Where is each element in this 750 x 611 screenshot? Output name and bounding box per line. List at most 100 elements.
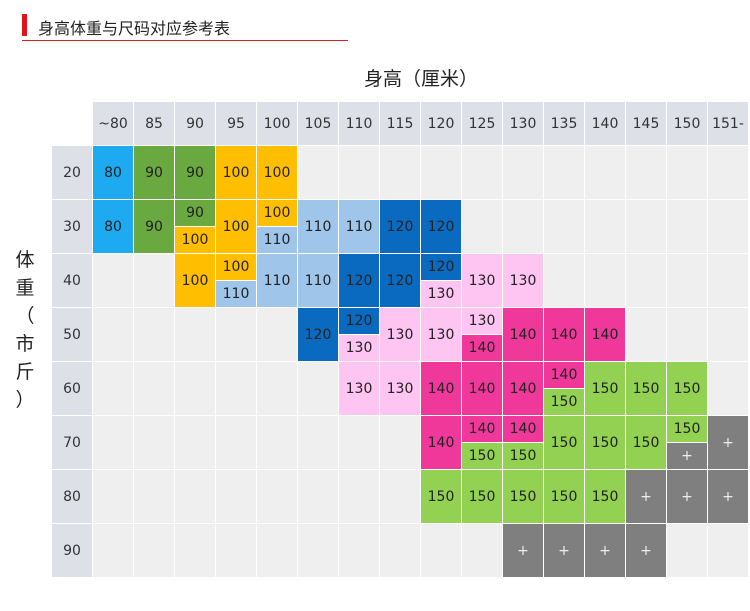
size-cell bbox=[339, 146, 379, 199]
size-cell bbox=[626, 146, 666, 199]
size-cell bbox=[175, 470, 215, 523]
weight-header: 50 bbox=[52, 308, 92, 361]
size-cell: 110 bbox=[298, 200, 338, 253]
size-cell bbox=[380, 416, 420, 469]
weight-axis-char: 体 bbox=[15, 249, 35, 271]
size-value: 100 bbox=[257, 146, 297, 199]
size-cell: 80 bbox=[93, 146, 133, 199]
size-cell: 110 bbox=[298, 254, 338, 307]
size-cell bbox=[544, 254, 584, 307]
size-cell: 110 bbox=[257, 254, 297, 307]
size-cell bbox=[503, 200, 543, 253]
size-cell bbox=[298, 470, 338, 523]
height-header: 120 bbox=[421, 102, 461, 145]
height-header: 125 bbox=[462, 102, 502, 145]
size-cell bbox=[257, 524, 297, 577]
size-cell bbox=[421, 524, 461, 577]
weight-axis-char: 市 bbox=[15, 333, 35, 355]
size-cell: 100 bbox=[175, 254, 215, 307]
size-value: + bbox=[667, 470, 707, 523]
size-cell: 120 bbox=[298, 308, 338, 361]
size-value: 120 bbox=[298, 308, 338, 361]
size-cell: 110 bbox=[339, 200, 379, 253]
size-value: 80 bbox=[93, 200, 133, 253]
size-cell: 150 bbox=[585, 470, 625, 523]
size-value: 130 bbox=[421, 280, 461, 307]
size-cell: 90 100 bbox=[175, 200, 215, 253]
size-cell: + bbox=[585, 524, 625, 577]
size-cell bbox=[134, 524, 174, 577]
size-value: 120 bbox=[380, 200, 420, 253]
size-cell bbox=[93, 470, 133, 523]
size-value: 150 bbox=[585, 470, 625, 523]
size-cell bbox=[421, 146, 461, 199]
size-value: 140 bbox=[462, 416, 502, 442]
size-cell: + bbox=[708, 416, 748, 469]
size-value: 90 bbox=[175, 200, 215, 226]
size-value: 100 bbox=[216, 200, 256, 253]
size-cell: 140 bbox=[462, 362, 502, 415]
size-value: 150 bbox=[544, 388, 584, 415]
size-cell bbox=[257, 470, 297, 523]
size-value: 120 bbox=[339, 254, 379, 307]
size-value: 150 bbox=[421, 470, 461, 523]
size-cell bbox=[380, 470, 420, 523]
size-cell bbox=[708, 524, 748, 577]
size-value: 110 bbox=[339, 200, 379, 253]
page-title: 身高体重与尺码对应参考表 bbox=[38, 19, 231, 38]
size-cell: 130 bbox=[380, 362, 420, 415]
size-cell bbox=[708, 254, 748, 307]
size-cell bbox=[667, 524, 707, 577]
size-cell: 150 bbox=[667, 362, 707, 415]
size-cell bbox=[175, 416, 215, 469]
size-value: + bbox=[667, 442, 707, 469]
height-axis-label: 身高（厘米） bbox=[363, 68, 478, 90]
size-cell bbox=[585, 200, 625, 253]
size-cell: + bbox=[708, 470, 748, 523]
size-value: 110 bbox=[216, 280, 256, 307]
size-value: 150 bbox=[503, 470, 543, 523]
title-accent-mark bbox=[22, 14, 27, 36]
size-cell: 140 bbox=[421, 416, 461, 469]
size-cell bbox=[667, 200, 707, 253]
size-cell: + bbox=[503, 524, 543, 577]
size-value: 140 bbox=[585, 308, 625, 361]
height-header: 90 bbox=[175, 102, 215, 145]
size-cell bbox=[339, 470, 379, 523]
size-value: 120 bbox=[339, 308, 379, 334]
size-cell bbox=[93, 416, 133, 469]
size-cell: 120 130 bbox=[421, 254, 461, 307]
size-cell: 120 bbox=[380, 254, 420, 307]
size-cell bbox=[380, 146, 420, 199]
size-value: 130 bbox=[339, 334, 379, 361]
size-cell: 90 bbox=[134, 146, 174, 199]
size-cell: 130 bbox=[339, 362, 379, 415]
size-cell: 130 bbox=[421, 308, 461, 361]
size-value: 100 bbox=[216, 254, 256, 280]
size-chart-table: ~80 85 90 95 100 105 110 115 120 125 130 135 140 145 1… bbox=[52, 102, 750, 577]
size-value: 130 bbox=[380, 362, 420, 415]
size-value: 140 bbox=[544, 362, 584, 388]
size-cell bbox=[175, 362, 215, 415]
weight-header: 40 bbox=[52, 254, 92, 307]
size-cell bbox=[134, 470, 174, 523]
size-value: 140 bbox=[503, 308, 543, 361]
height-header: 105 bbox=[298, 102, 338, 145]
size-cell bbox=[503, 146, 543, 199]
size-cell: 100 bbox=[216, 146, 256, 199]
size-value: 130 bbox=[503, 254, 543, 307]
size-cell: 130 bbox=[380, 308, 420, 361]
size-value: 100 bbox=[175, 254, 215, 307]
size-value: 150 bbox=[626, 362, 666, 415]
size-value: 150 bbox=[667, 416, 707, 442]
size-value: 100 bbox=[216, 146, 256, 199]
size-cell bbox=[134, 416, 174, 469]
size-cell bbox=[708, 308, 748, 361]
size-cell bbox=[216, 470, 256, 523]
size-cell bbox=[544, 200, 584, 253]
height-header: 140 bbox=[585, 102, 625, 145]
size-value: 110 bbox=[257, 226, 297, 253]
height-header: 151- bbox=[708, 102, 748, 145]
size-cell bbox=[175, 308, 215, 361]
size-cell: 120 bbox=[339, 254, 379, 307]
